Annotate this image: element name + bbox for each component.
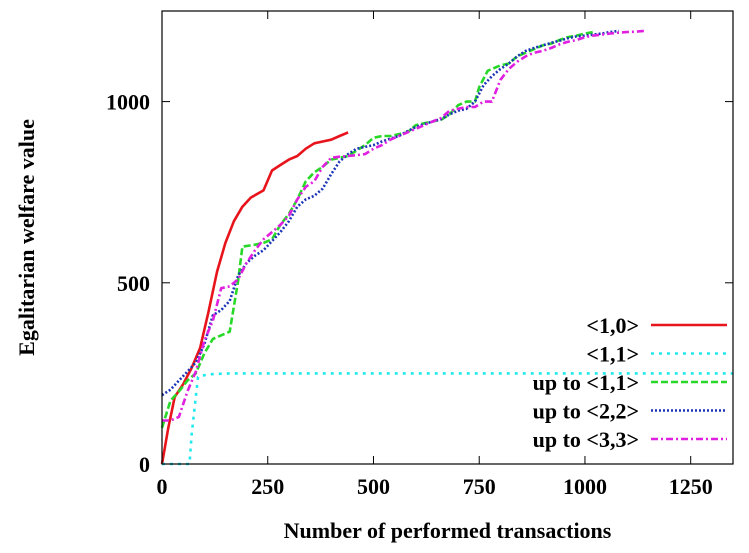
x-tick-label: 250 (251, 474, 284, 499)
x-axis-label: Number of performed transactions (284, 518, 612, 543)
legend-label-3: up to <1,1> (533, 370, 639, 395)
x-tick-label: 500 (357, 474, 390, 499)
series-line-3 (160, 30, 594, 429)
series-layer (160, 29, 733, 466)
legend-label-5: up to <3,3> (533, 427, 639, 452)
legend-label-4: up to <2,2> (533, 399, 639, 424)
legend-label-2: <1,1> (586, 342, 639, 367)
y-tick-label: 1000 (106, 90, 150, 115)
x-tick-label: 1000 (563, 474, 607, 499)
legend: <1,0> <1,1> up to <1,1> up to <2,2> up to <3… (533, 313, 727, 452)
x-tick-label: 1250 (669, 474, 713, 499)
series-line-4 (161, 29, 619, 397)
x-tick-label: 750 (463, 474, 496, 499)
y-axis-label: Egalitarian welfare value (14, 119, 39, 356)
ticks-layer: 0 250 500 750 1000 1250 0 500 1000 (106, 11, 733, 499)
legend-label-1: <1,0> (586, 313, 639, 338)
series-line-2 (162, 372, 733, 466)
x-tick-label: 0 (157, 474, 168, 499)
plot-frame (161, 10, 734, 465)
y-tick-label: 0 (139, 452, 150, 477)
y-tick-label: 500 (117, 271, 150, 296)
series-line-5 (162, 29, 645, 422)
series-line-1 (160, 131, 349, 465)
